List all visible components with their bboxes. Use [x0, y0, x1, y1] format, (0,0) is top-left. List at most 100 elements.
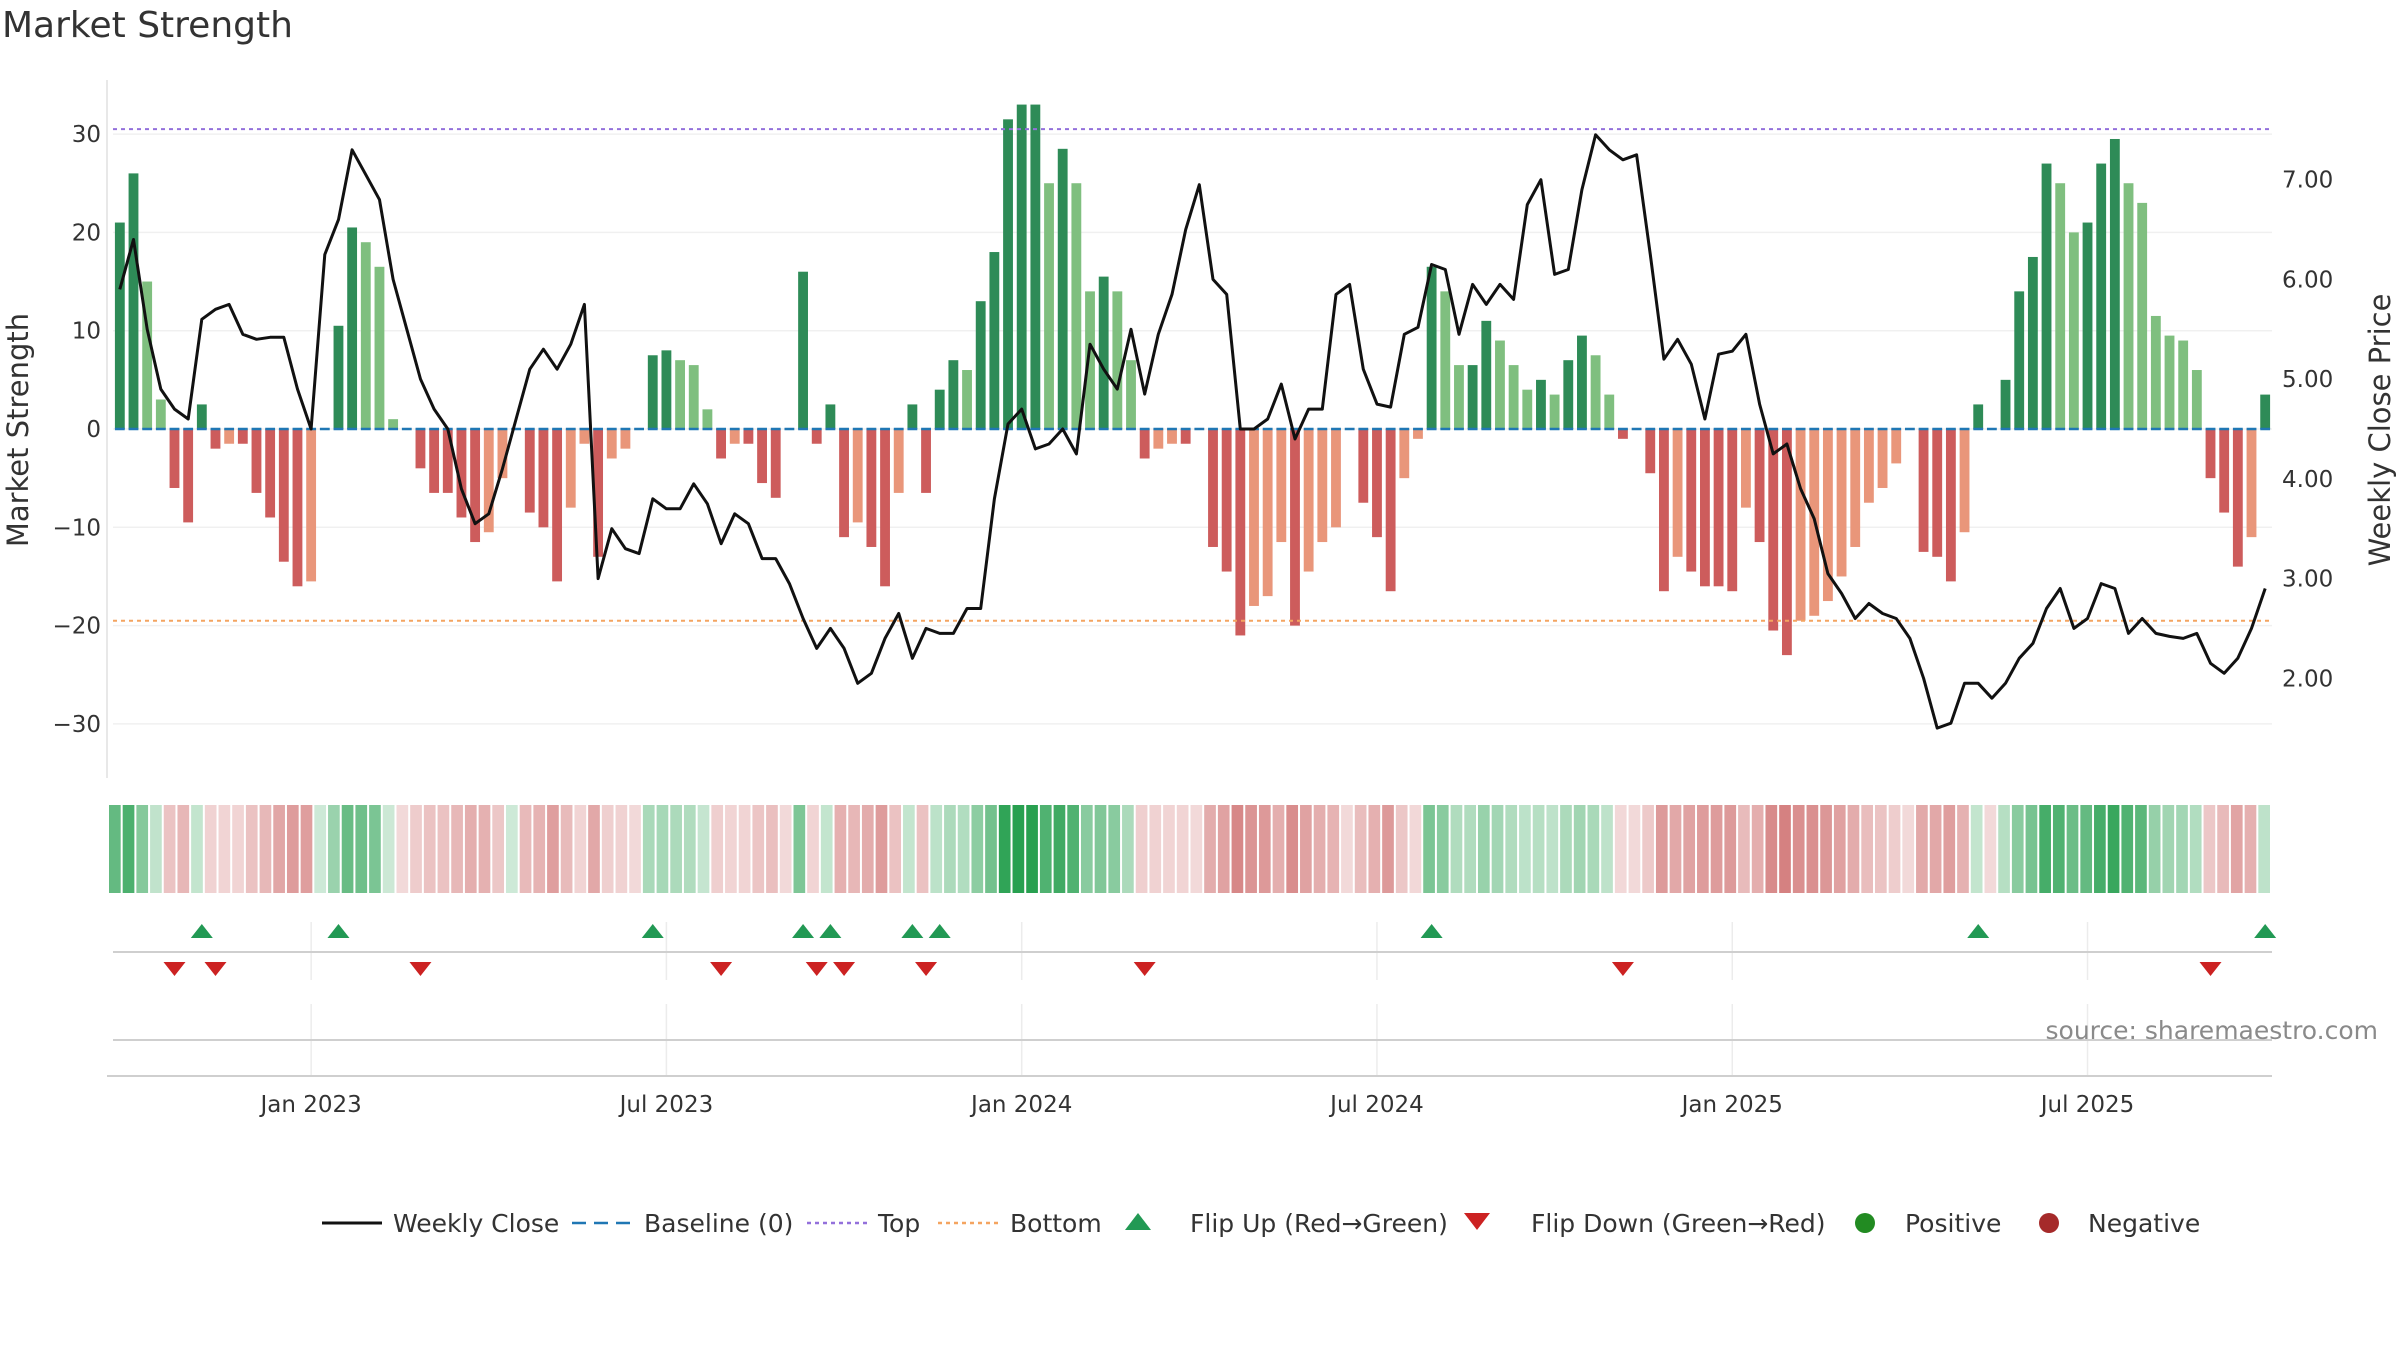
- strength-bar: [1399, 429, 1410, 479]
- heat-cell: [1135, 805, 1148, 893]
- x-tick-label: Jul 2025: [2039, 1092, 2135, 1118]
- strength-bar: [2191, 370, 2202, 429]
- heat-cell: [410, 805, 422, 893]
- strength-bar: [866, 429, 877, 547]
- heat-cell: [861, 805, 874, 893]
- strength-bar: [2164, 335, 2175, 429]
- flip-down-marker: [204, 962, 227, 976]
- heat-cell: [369, 805, 381, 893]
- heat-cell: [1491, 805, 1504, 893]
- strength-bar: [1249, 429, 1259, 606]
- strength-bar: [1085, 291, 1095, 429]
- heat-cell: [930, 805, 943, 893]
- strength-bar: [1426, 266, 1437, 429]
- strength-bar: [183, 429, 194, 523]
- heat-cell: [1368, 805, 1381, 893]
- heat-cell: [1902, 805, 1915, 893]
- strength-bar: [1877, 429, 1888, 488]
- strength-bar: [1959, 429, 1970, 533]
- heat-cell: [136, 805, 149, 893]
- strength-bar: [456, 429, 467, 518]
- flip-markers: [163, 924, 2277, 976]
- strength-bar: [1508, 365, 1519, 429]
- strength-bar: [1577, 335, 1587, 429]
- heat-cell: [985, 805, 997, 893]
- strength-bar: [2096, 163, 2107, 429]
- heat-cell: [1779, 805, 1791, 893]
- strength-bar: [333, 325, 344, 429]
- strength-bar: [770, 429, 781, 498]
- x-tick-label: Jan 2024: [969, 1092, 1072, 1118]
- strength-bar: [1112, 291, 1123, 429]
- heat-cell: [1163, 805, 1175, 893]
- strength-bar: [565, 429, 576, 508]
- weekly-close-line: [118, 133, 2267, 730]
- heat-cell: [1751, 805, 1764, 893]
- heat-cell: [478, 805, 491, 893]
- heat-cell: [1012, 805, 1025, 893]
- strength-bar: [1372, 429, 1382, 538]
- heat-cell: [2025, 805, 2038, 893]
- flip-down-marker: [710, 962, 733, 976]
- strength-bar: [1918, 429, 1929, 552]
- legend-baseline: Baseline (0): [644, 1209, 793, 1238]
- heat-cell: [1436, 805, 1449, 893]
- heat-cell: [2135, 805, 2147, 893]
- heat-cell: [547, 805, 559, 893]
- heat-cell: [1601, 805, 1613, 893]
- strength-bar: [251, 429, 262, 493]
- strength-bar: [360, 242, 371, 429]
- flip-up-marker: [819, 924, 842, 938]
- strength-bar: [169, 429, 180, 488]
- strength-bar: [1590, 355, 1601, 429]
- flip-down-marker: [1133, 962, 1156, 976]
- heat-cell: [642, 805, 655, 893]
- heat-cell: [1628, 805, 1641, 893]
- heat-cell: [1710, 805, 1723, 893]
- strength-bar: [1536, 379, 1546, 429]
- heat-cell: [1258, 805, 1271, 893]
- heat-cell: [1505, 805, 1518, 893]
- heat-cell: [286, 805, 299, 893]
- heat-cell: [1820, 805, 1832, 893]
- heat-cell: [232, 805, 244, 893]
- heat-cell: [834, 805, 847, 893]
- heat-cell: [1409, 805, 1422, 893]
- legend-bottom: Bottom: [1010, 1209, 1102, 1238]
- heat-cell: [725, 805, 737, 893]
- strength-bar: [265, 429, 276, 518]
- heat-cell: [2217, 805, 2229, 893]
- flip-up-marker: [190, 924, 213, 938]
- heat-cell: [1300, 805, 1312, 893]
- strength-bar: [278, 429, 289, 562]
- heat-cell: [1464, 805, 1476, 893]
- heat-cell: [1847, 805, 1860, 893]
- heat-cell: [1122, 805, 1134, 893]
- heat-cell: [2162, 805, 2175, 893]
- heat-cell: [971, 805, 984, 893]
- right-axis-label: Weekly Close Price: [2363, 294, 2397, 567]
- strength-bars: [114, 104, 2271, 656]
- strength-bar: [1467, 365, 1478, 429]
- strength-bar: [1836, 429, 1847, 577]
- heat-cell: [848, 805, 860, 893]
- strength-bar: [196, 404, 207, 429]
- heat-cell: [1573, 805, 1586, 893]
- strength-bar: [852, 429, 863, 523]
- heat-cell: [2066, 805, 2079, 893]
- heat-cell: [998, 805, 1011, 893]
- heat-cell: [218, 805, 231, 893]
- left-tick-label: −10: [52, 515, 101, 541]
- strength-bar: [839, 429, 849, 538]
- heat-cell: [1039, 805, 1052, 893]
- strength-bar: [1604, 394, 1615, 429]
- x-axis-ticks: Jan 2023 Jul 2023 Jan 2024 Jul 2024 Jan 2025…: [258, 1092, 2134, 1118]
- strength-bar: [524, 429, 535, 513]
- legend-flip-down-swatch: [1464, 1213, 1490, 1230]
- strength-bar: [1303, 429, 1314, 572]
- heat-cell: [807, 805, 819, 893]
- strength-bar: [2000, 379, 2011, 429]
- heat-cell: [793, 805, 806, 893]
- strength-bar: [647, 355, 658, 429]
- heat-cell: [1642, 805, 1654, 893]
